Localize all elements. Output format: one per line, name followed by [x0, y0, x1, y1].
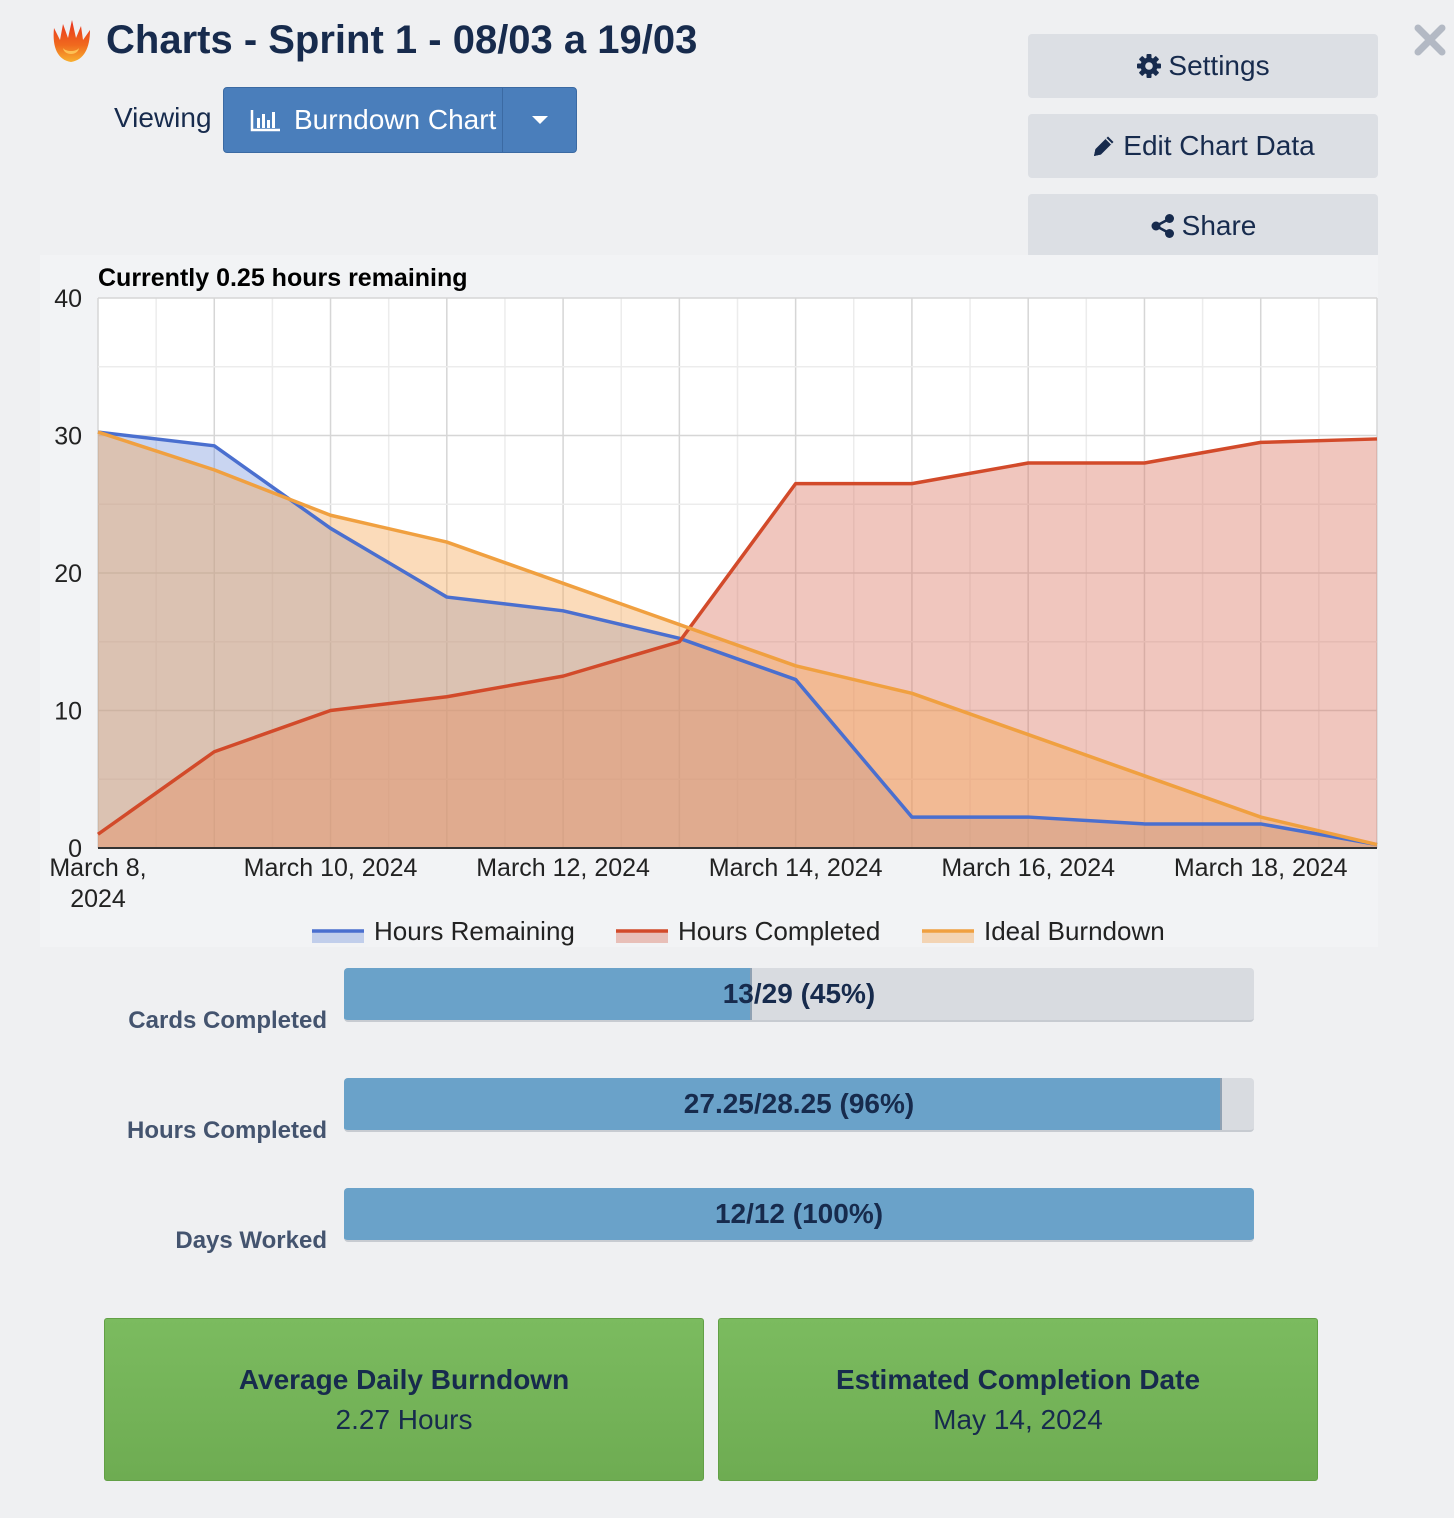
dropdown-divider — [502, 88, 503, 152]
cards-completed-label: Cards Completed — [128, 1007, 327, 1034]
x-tick-label: March 8, — [49, 854, 146, 882]
x-tick-label: March 14, 2024 — [709, 854, 883, 882]
estimated-completion-card: Estimated Completion Date May 14, 2024 — [718, 1318, 1318, 1481]
y-tick-label: 40 — [54, 285, 82, 313]
legend-label: Hours Completed — [678, 916, 880, 946]
hours-completed-fill — [344, 1078, 1222, 1130]
series-line-3 — [97, 430, 1378, 847]
cards-completed-bar: 13/29 (45%) — [344, 968, 1254, 1022]
dropdown-toggle[interactable] — [503, 88, 576, 152]
x-tick-label: 2024 — [70, 885, 126, 913]
settings-button[interactable]: Settings — [1028, 34, 1378, 98]
settings-label: Settings — [1168, 50, 1270, 81]
flame-logo-icon — [53, 20, 90, 62]
viewing-label: Viewing — [114, 102, 212, 133]
edit-chart-data-label: Edit Chart Data — [1123, 130, 1315, 161]
days-worked-bar: 12/12 (100%) — [344, 1188, 1254, 1242]
close-icon[interactable] — [1410, 20, 1450, 60]
chart-type-button[interactable]: Burndown Chart — [224, 88, 502, 152]
y-tick-label: 20 — [54, 560, 82, 588]
share-button[interactable]: Share — [1028, 194, 1378, 258]
y-tick-label: 30 — [54, 423, 82, 451]
pencil-icon — [1094, 136, 1114, 156]
average-daily-burndown-title: Average Daily Burndown — [238, 1363, 570, 1395]
chart-title: Currently 0.25 hours remaining — [98, 264, 468, 292]
legend-swatch-fill — [922, 931, 974, 943]
hours-completed-bar: 27.25/28.25 (96%) — [344, 1078, 1254, 1132]
legend-label: Hours Remaining — [374, 916, 575, 946]
series-area-1 — [98, 432, 1377, 848]
y-tick-label: 0 — [68, 835, 82, 863]
share-label: Share — [1181, 210, 1257, 241]
series-line-1 — [97, 430, 1378, 847]
burndown-chart-panel: Currently 0.25 hours remaining 0 10 20 30 40 M… — [40, 255, 1378, 947]
series-line-2 — [96, 437, 1378, 836]
estimated-completion-value: May 14, 2024 — [933, 1403, 1103, 1435]
average-daily-burndown-value: 2.27 Hours — [335, 1403, 473, 1435]
days-worked-label: Days Worked — [175, 1227, 327, 1254]
cards-completed-value: 13/29 (45%) — [722, 978, 876, 1009]
average-daily-burndown-card: Average Daily Burndown 2.27 Hours — [104, 1318, 704, 1481]
caret-down-icon — [531, 116, 548, 124]
legend-label: Ideal Burndown — [984, 916, 1165, 946]
x-tick-label: March 16, 2024 — [941, 854, 1115, 882]
days-worked-value: 12/12 (100%) — [714, 1198, 884, 1229]
legend-swatch-fill — [312, 931, 364, 943]
x-tick-label: March 10, 2024 — [244, 854, 418, 882]
legend-swatch-fill — [616, 931, 668, 943]
bar-chart-icon — [250, 110, 280, 132]
hours-completed-label: Hours Completed — [126, 1117, 327, 1144]
burndown-chart: Currently 0.25 hours remaining 0 10 20 30 40 M… — [49, 264, 1378, 946]
gear-icon — [1137, 54, 1162, 78]
cards-completed-fill — [344, 968, 752, 1020]
x-tick-label: March 18, 2024 — [1174, 854, 1348, 882]
x-tick-label: March 12, 2024 — [476, 854, 650, 882]
edit-chart-data-button[interactable]: Edit Chart Data — [1028, 114, 1378, 178]
page-title: Charts - Sprint 1 - 08/03 a 19/03 — [106, 18, 698, 62]
hours-completed-value: 27.25/28.25 (96%) — [683, 1088, 915, 1119]
chart-type-dropdown[interactable]: Burndown Chart — [223, 87, 577, 153]
y-tick-label: 10 — [54, 698, 82, 726]
chart-type-label: Burndown Chart — [294, 104, 497, 135]
share-icon — [1151, 214, 1174, 238]
days-worked-fill — [344, 1188, 1254, 1240]
estimated-completion-title: Estimated Completion Date — [835, 1363, 1201, 1395]
